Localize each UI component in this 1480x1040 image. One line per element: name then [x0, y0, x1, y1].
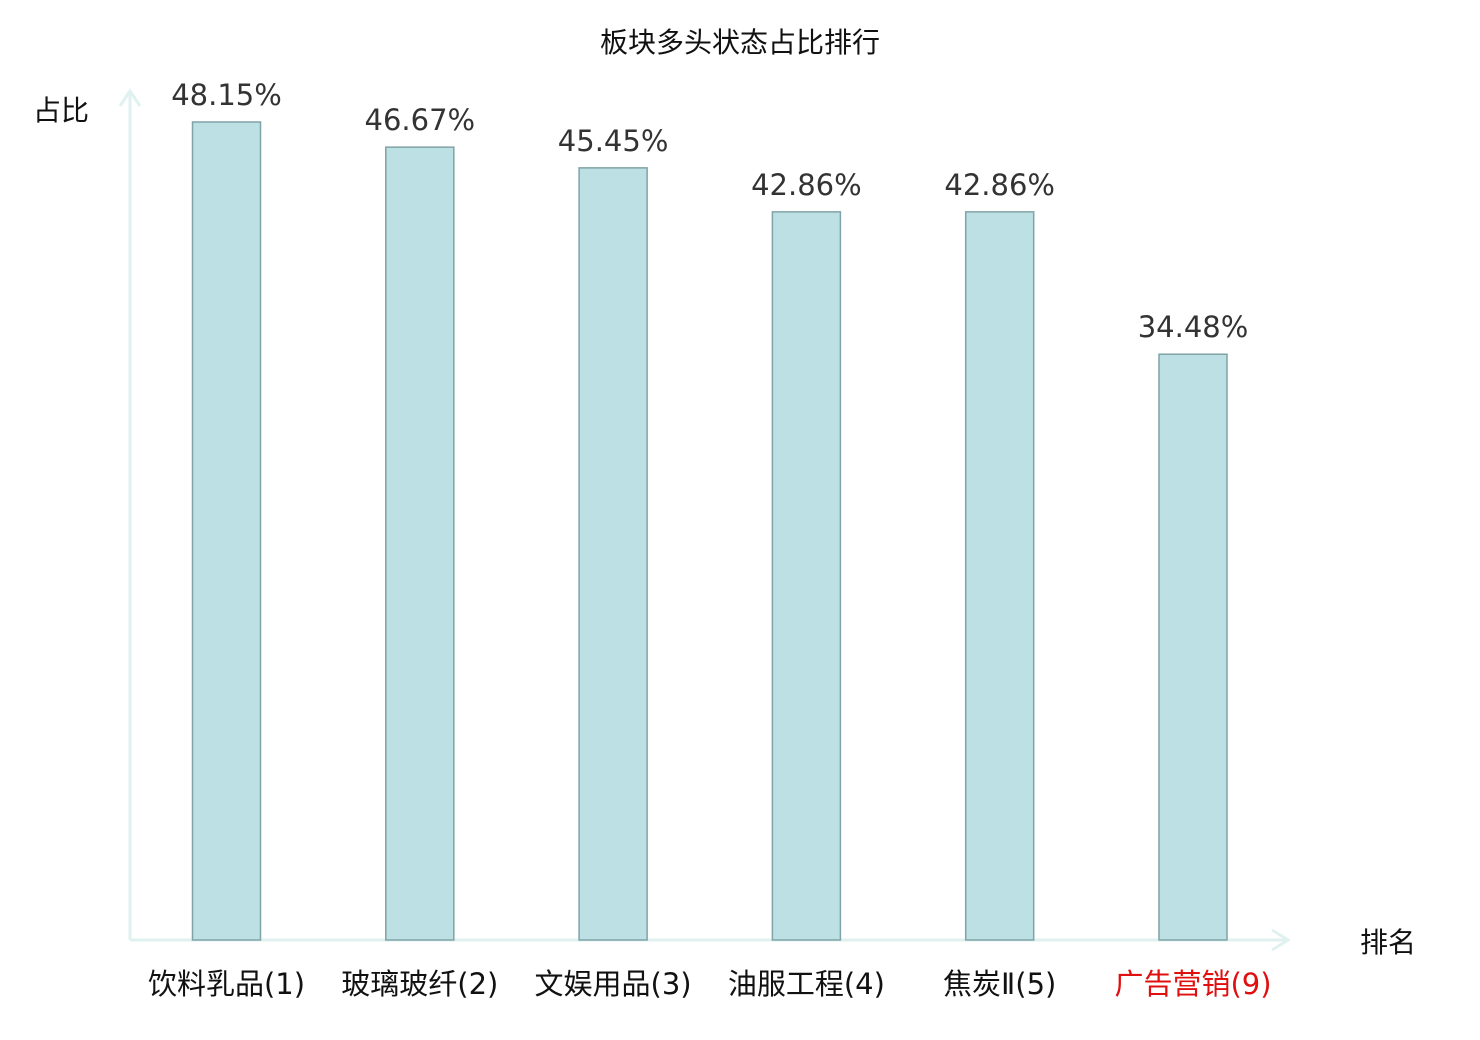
- bar: [191, 121, 262, 941]
- x-axis: 排名: [130, 926, 1416, 959]
- bar: [771, 211, 842, 941]
- x-tick-label: 饮料乳品(1): [148, 967, 305, 1001]
- x-axis-label: 排名: [1360, 926, 1416, 959]
- bar-value-label: 46.67%: [365, 103, 476, 137]
- y-axis-arrow: [118, 88, 142, 107]
- x-tick-label: 广告营销(9): [1114, 967, 1271, 1001]
- x-tick-label: 玻璃玻纤(2): [341, 967, 498, 1001]
- bar-value-label: 42.86%: [944, 168, 1055, 202]
- x-tick-label: 文娱用品(3): [535, 967, 692, 1001]
- x-axis-arrow: [1271, 928, 1291, 952]
- bar-value-label: 48.15%: [171, 78, 282, 112]
- bar-value-label: 42.86%: [751, 168, 862, 202]
- bar: [964, 211, 1035, 941]
- bar: [1158, 353, 1228, 941]
- y-axis: 占比: [33, 88, 142, 940]
- bar: [385, 146, 455, 941]
- bar: [578, 167, 648, 941]
- chart-title: 板块多头状态占比排行: [600, 26, 880, 59]
- x-tick-label: 焦炭Ⅱ(5): [943, 967, 1056, 1001]
- bar-value-label: 45.45%: [558, 124, 669, 158]
- bars: 48.15% 饮料乳品(1) 46.67% 玻璃玻纤(2) 45.45% 文娱用品(3) 4…: [148, 78, 1272, 1001]
- y-axis-label: 占比: [33, 94, 89, 127]
- bar-value-label: 34.48%: [1138, 310, 1249, 344]
- x-tick-label: 油服工程(4): [728, 967, 885, 1001]
